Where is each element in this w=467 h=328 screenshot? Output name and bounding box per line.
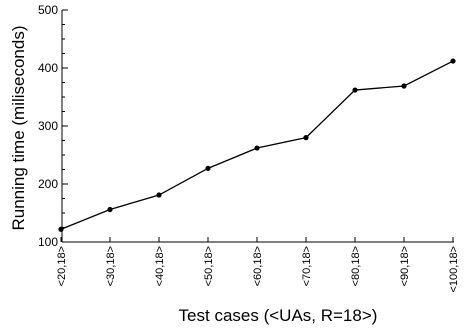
x-tick-label: <20,18>	[56, 246, 68, 286]
y-axis-label: Running time (miliseconds)	[9, 25, 28, 230]
x-tick-label: <80,18>	[350, 246, 362, 286]
data-point	[156, 192, 162, 198]
plot-area: 100 200 300 400 500 <20,18> <30,18> <40,18> <50,…	[38, 3, 460, 293]
x-axis-label: Test cases (<UAs, R=18>)	[179, 306, 378, 325]
x-tick-label: <60,18>	[252, 246, 264, 286]
x-tick-label: <70,18>	[301, 246, 313, 286]
y-tick-label: 200	[38, 177, 58, 191]
x-tick-label: <30,18>	[105, 246, 117, 286]
x-tick-label: <100,18>	[448, 246, 460, 293]
x-tick-label: <40,18>	[154, 246, 166, 286]
data-point	[205, 165, 211, 171]
data-point	[450, 58, 456, 64]
data-point	[401, 83, 407, 89]
x-tick-label: <50,18>	[203, 246, 215, 286]
data-point	[58, 226, 64, 232]
y-tick-label: 300	[38, 119, 58, 133]
data-point	[352, 87, 358, 93]
y-tick-label: 400	[38, 61, 58, 75]
series-line	[60, 60, 454, 230]
y-tick-label: 100	[38, 235, 58, 249]
data-point	[107, 206, 113, 213]
y-tick-label: 500	[38, 3, 58, 17]
x-tick-label: <90,18>	[399, 246, 411, 286]
data-point	[254, 145, 260, 151]
data-point	[303, 135, 309, 141]
